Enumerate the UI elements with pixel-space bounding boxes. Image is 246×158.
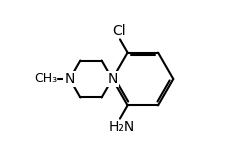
Text: CH₃: CH₃ — [34, 73, 58, 85]
Text: H₂N: H₂N — [108, 120, 135, 134]
Text: N: N — [64, 72, 75, 86]
Text: N: N — [107, 72, 118, 86]
Text: Cl: Cl — [112, 24, 126, 38]
